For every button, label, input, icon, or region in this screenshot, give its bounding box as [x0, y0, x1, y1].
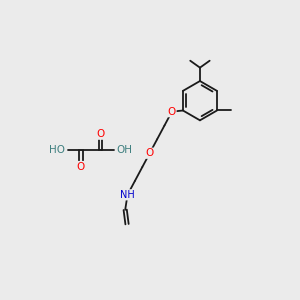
Text: O: O [146, 148, 154, 158]
Text: O: O [168, 107, 176, 117]
Text: O: O [77, 161, 85, 172]
Text: HO: HO [49, 145, 65, 155]
Text: OH: OH [117, 145, 133, 155]
Text: O: O [97, 129, 105, 139]
Text: NH: NH [120, 190, 135, 200]
